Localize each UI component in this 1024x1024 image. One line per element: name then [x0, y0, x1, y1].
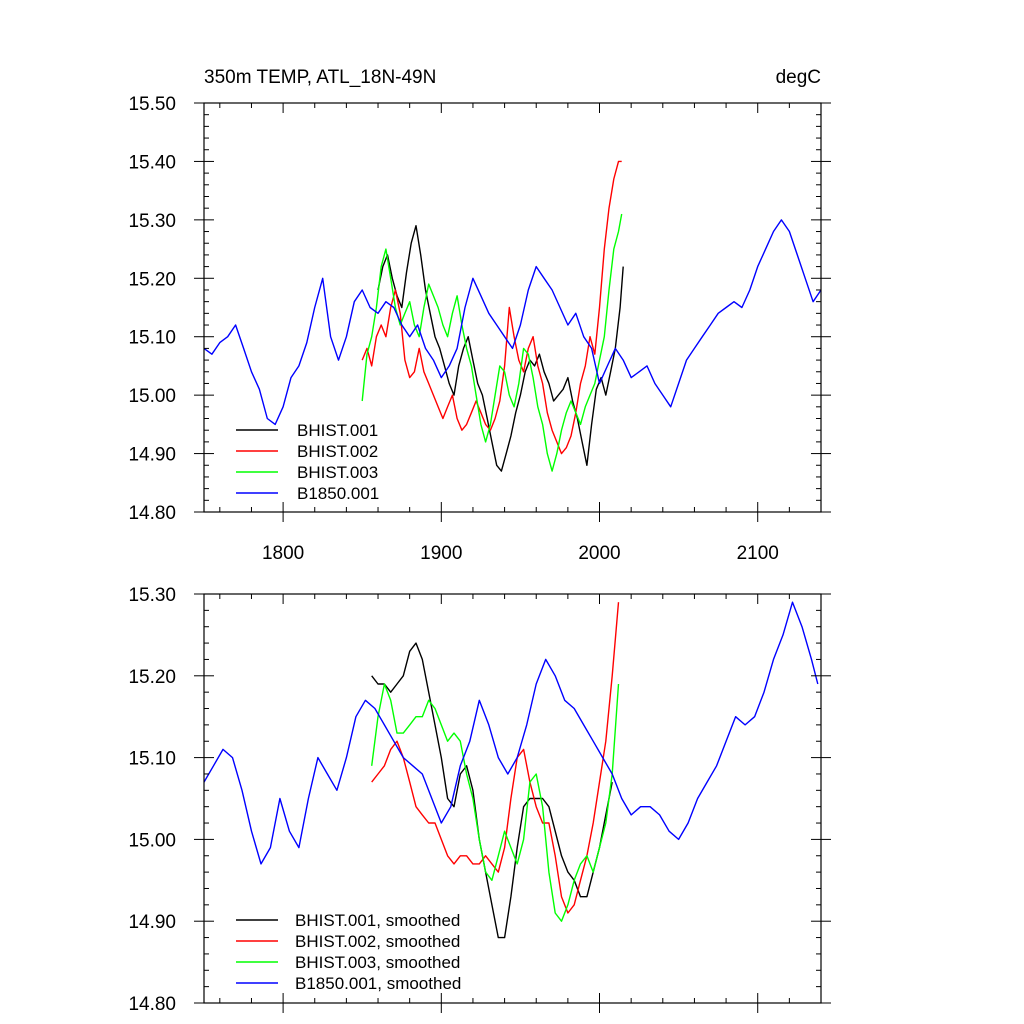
y-tick-label: 15.10	[128, 749, 176, 770]
legend-label: BHIST.001, smoothed	[295, 911, 460, 930]
series-line-bhist-003-smoothed	[371, 683, 620, 922]
y-tick-label: 15.00	[128, 830, 176, 851]
chart-title-right: degC	[776, 67, 821, 88]
legend-label: B1850.001	[297, 484, 379, 503]
x-tick-label: 1800	[262, 543, 304, 564]
series-line-b1850-001	[203, 219, 822, 426]
legend: BHIST.001 BHIST.002 BHIST.003 B1850.001	[236, 421, 379, 503]
series-line-bhist-001	[377, 225, 624, 472]
legend-label: B1850.001, smoothed	[295, 974, 461, 993]
series-line-bhist-003	[361, 213, 623, 472]
y-tick-label: 14.80	[128, 994, 176, 1015]
y-tick-label: 15.20	[128, 269, 176, 290]
legend-label: BHIST.001	[297, 421, 378, 440]
legend: BHIST.001, smoothed BHIST.002, smoothed BH…	[236, 911, 461, 993]
series-line-bhist-001-smoothed	[371, 642, 613, 939]
x-tick-label: 1900	[420, 543, 462, 564]
series-group	[203, 160, 822, 472]
y-tick-label: 15.40	[128, 152, 176, 173]
y-tick-label: 14.80	[128, 503, 176, 524]
plot-frame	[203, 593, 822, 1004]
legend-label: BHIST.002	[297, 442, 378, 461]
y-tick-label: 15.30	[128, 585, 176, 606]
plot-frame	[203, 102, 822, 513]
legend-label: BHIST.003	[297, 463, 378, 482]
legend-label: BHIST.003, smoothed	[295, 953, 460, 972]
y-tick-label: 15.50	[128, 94, 176, 115]
y-tick-label: 15.20	[128, 667, 176, 688]
series-group	[203, 601, 819, 939]
x-tick-label: 2100	[737, 543, 779, 564]
x-tick-label: 2000	[578, 543, 620, 564]
y-tick-label: 14.90	[128, 912, 176, 933]
y-tick-label: 15.00	[128, 386, 176, 407]
y-tick-label: 14.90	[128, 445, 176, 466]
series-line-bhist-002	[361, 160, 622, 455]
y-tick-label: 15.30	[128, 211, 176, 232]
top-panel: 1800 1900 2000 2100 14.80 14.90 15.00 15.10 15.2…	[128, 67, 831, 564]
legend-label: BHIST.002, smoothed	[295, 932, 460, 951]
series-line-b1850-001-smoothed	[203, 601, 819, 865]
bottom-panel: 14.80 14.90 15.00 15.10 15.20 15.30 BHIST.001,…	[128, 585, 831, 1015]
y-tick-label: 15.10	[128, 328, 176, 349]
chart-title-left: 350m TEMP, ATL_18N-49N	[204, 67, 436, 88]
